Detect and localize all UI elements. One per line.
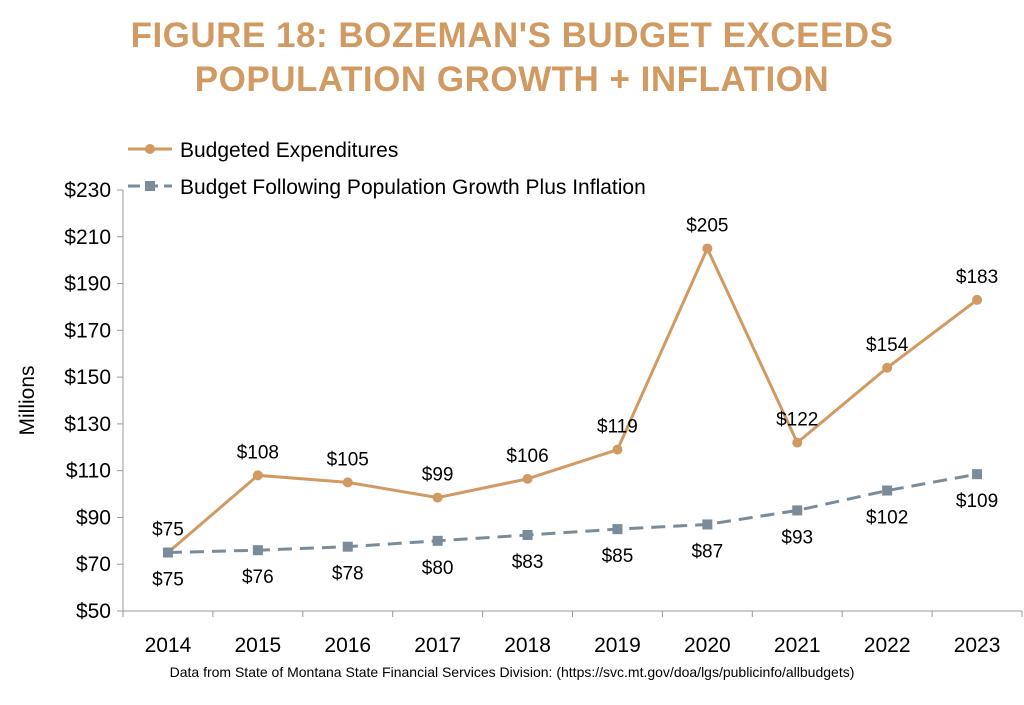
- y-tick-label: $230: [64, 179, 111, 202]
- series-2-point: [432, 535, 443, 546]
- legend-marker-circle: [145, 144, 155, 154]
- series-2-point: [162, 547, 173, 558]
- data-label: $80: [422, 558, 454, 579]
- data-label: $78: [332, 564, 364, 585]
- data-label: $122: [776, 410, 818, 431]
- series-1-point: [252, 470, 263, 481]
- x-tick-label: 2023: [954, 634, 1001, 657]
- data-label: $154: [866, 335, 909, 356]
- data-label: $93: [781, 527, 813, 548]
- y-tick-label: $170: [64, 319, 111, 342]
- y-tick-label: $70: [76, 553, 111, 576]
- data-label: $102: [866, 508, 908, 529]
- series-1-point: [522, 473, 533, 484]
- series-line-1: [166, 244, 978, 554]
- legend-marker-square: [145, 181, 155, 191]
- data-label: $105: [327, 449, 369, 470]
- data-label: $119: [597, 417, 638, 438]
- series-1-point: [342, 477, 353, 488]
- chart-title-line-1: FIGURE 18: BOZEMAN'S BUDGET EXCEEDS: [130, 16, 894, 55]
- data-label: $87: [691, 541, 723, 562]
- data-label: $76: [242, 567, 274, 588]
- x-tick-label: 2014: [145, 634, 192, 657]
- series-1-point: [792, 437, 803, 448]
- x-tick-label: 2016: [324, 634, 371, 657]
- source-footnote: Data from State of Montana State Financi…: [169, 664, 855, 680]
- legend-label: Budget Following Population Growth Plus …: [180, 176, 646, 199]
- series-2-point: [972, 469, 983, 480]
- series-2-point: [792, 505, 803, 516]
- data-label: $75: [152, 570, 184, 591]
- data-label: $108: [237, 442, 279, 463]
- data-label: $205: [686, 215, 728, 236]
- series-1-point: [702, 243, 713, 254]
- data-label: $75: [152, 520, 184, 541]
- y-tick-label: $210: [64, 226, 111, 249]
- series-2-point: [882, 485, 893, 496]
- x-tick-label: 2021: [774, 634, 821, 657]
- y-tick-label: $110: [66, 460, 111, 483]
- series-1-point: [612, 444, 623, 455]
- series-2-point: [702, 519, 713, 530]
- data-label: $83: [512, 552, 544, 573]
- series-2-point: [252, 545, 263, 556]
- x-tick-label: 2020: [684, 634, 731, 657]
- series-line-2: [167, 472, 978, 555]
- y-tick-label: $150: [64, 366, 111, 389]
- series-1-point: [432, 492, 443, 503]
- x-tick-label: 2018: [504, 634, 551, 657]
- series-2-point: [612, 524, 623, 535]
- series-2-point: [342, 541, 353, 552]
- y-tick-label: $130: [64, 413, 111, 436]
- data-label: $99: [422, 465, 454, 486]
- y-axis-title: Millions: [16, 365, 39, 435]
- y-tick-label: $50: [76, 600, 111, 623]
- chart-title: FIGURE 18: BOZEMAN'S BUDGET EXCEEDS POPU…: [0, 14, 1024, 102]
- series-2-point: [522, 529, 533, 540]
- series-1-point: [972, 294, 983, 305]
- series-1-point: [882, 362, 893, 373]
- y-tick-label: $90: [76, 506, 111, 529]
- x-tick-label: 2019: [594, 634, 641, 657]
- data-label: $109: [956, 491, 998, 512]
- legend-label: Budgeted Expenditures: [180, 139, 398, 162]
- x-tick-label: 2017: [414, 634, 461, 657]
- x-tick-label: 2022: [864, 634, 911, 657]
- x-tick-label: 2015: [234, 634, 281, 657]
- data-label: $85: [602, 546, 634, 567]
- data-label: $183: [956, 267, 998, 288]
- chart-title-line-2: POPULATION GROWTH + INFLATION: [194, 60, 830, 99]
- y-tick-label: $190: [64, 273, 111, 296]
- data-label: $106: [506, 446, 548, 467]
